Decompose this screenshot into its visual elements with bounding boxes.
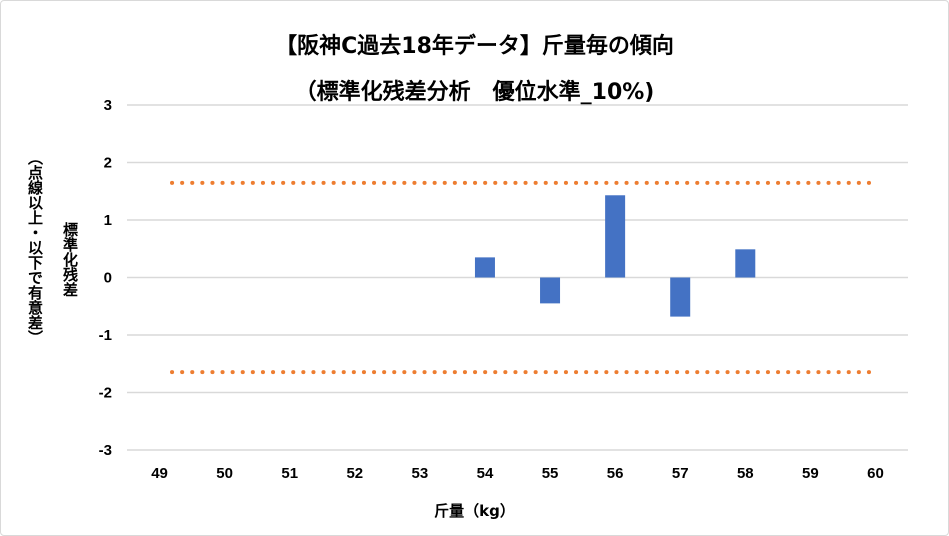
x-tick-label: 49: [151, 465, 168, 482]
chart-title: 【阪神C過去18年データ】斤量毎の傾向: [275, 34, 674, 59]
y-tick-label: 0: [104, 270, 112, 287]
x-tick-label: 53: [412, 465, 429, 482]
bar-57: [670, 277, 691, 317]
x-tick-label: 58: [737, 465, 754, 482]
x-tick-label: 52: [346, 465, 363, 482]
y-tick-label: 2: [104, 155, 112, 172]
x-tick-label: 55: [542, 465, 559, 482]
x-tick-label: 60: [867, 465, 884, 482]
y-tick-label: 3: [104, 97, 112, 114]
x-tick-label: 57: [672, 465, 689, 482]
x-tick-label: 54: [477, 465, 494, 482]
chart-subtitle: （標準化残差分析 優位水準_10%): [294, 80, 655, 105]
x-tick-label: 56: [607, 465, 624, 482]
x-tick-label: 59: [802, 465, 819, 482]
x-tick-label: 50: [216, 465, 233, 482]
bar-58: [735, 249, 756, 278]
y-axis-label-note: （点線以上・以下で有意差）: [26, 150, 44, 345]
y-tick-label: -2: [99, 385, 112, 402]
bar-56: [605, 195, 626, 278]
y-tick-label: -3: [99, 442, 112, 459]
x-tick-label: 51: [281, 465, 298, 482]
y-tick-label: -1: [99, 327, 112, 344]
bar-54: [474, 257, 495, 278]
x-axis-label: 斤量（kg）: [434, 502, 515, 520]
y-axis-label: 標準化残差: [61, 222, 79, 297]
bar-55: [540, 277, 561, 304]
y-tick-label: 1: [104, 212, 112, 229]
